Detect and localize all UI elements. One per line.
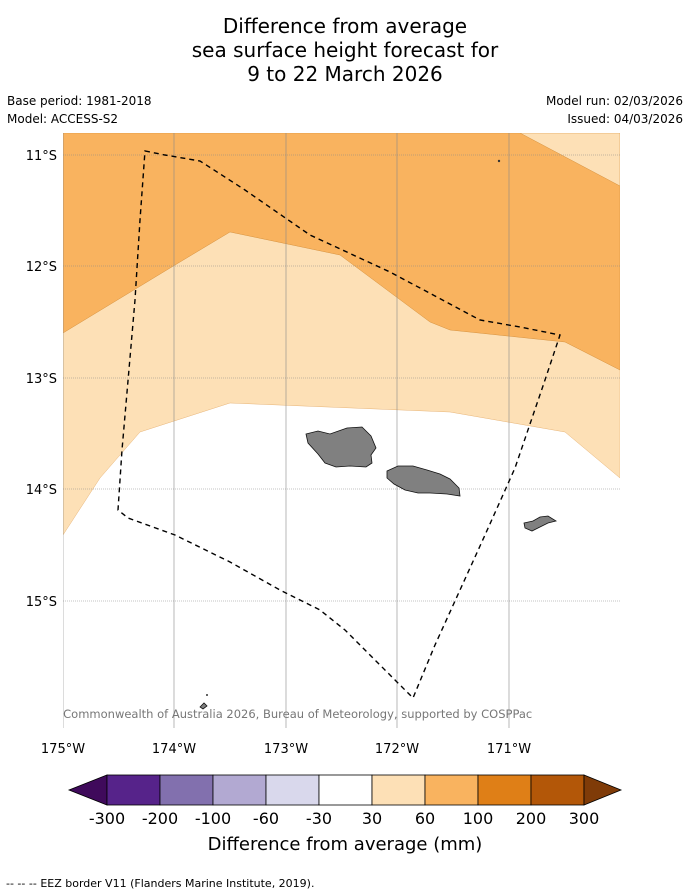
colorbar-tick: -60 <box>253 809 279 828</box>
colorbar-swatch <box>106 774 161 806</box>
colorbar-swatch <box>318 774 373 806</box>
eez-legend-line: -- -- -- <box>6 877 37 890</box>
colorbar-tick: -100 <box>195 809 231 828</box>
colorbar-extend-low <box>67 774 108 806</box>
colorbar-label: Difference from average (mm) <box>208 834 483 855</box>
samoa-islands <box>199 426 558 710</box>
colorbar-swatch <box>477 774 532 806</box>
swains-island <box>497 159 501 163</box>
eez-legend-label: EEZ border V11 (Flanders Marine Institut… <box>40 877 315 890</box>
colorbar-extend-high <box>583 774 623 806</box>
colorbar-tick: 300 <box>569 809 600 828</box>
lat-label: 12°S <box>26 260 57 275</box>
colorbar-tick: 60 <box>415 809 435 828</box>
lat-label: 14°S <box>26 483 57 498</box>
colorbar-tick: 200 <box>516 809 547 828</box>
base-period: Base period: 1981-2018 <box>7 94 152 108</box>
lon-label: 172°W <box>375 742 419 757</box>
lat-label: 11°S <box>26 149 57 164</box>
colorbar-tick: -200 <box>142 809 178 828</box>
map-title: Difference from average sea surface heig… <box>0 14 690 86</box>
tutuila-island <box>523 515 558 532</box>
title-line-2: sea surface height forecast for <box>191 38 499 62</box>
lat-label: 15°S <box>26 595 57 610</box>
islet <box>206 694 208 696</box>
colorbar-swatch <box>212 774 267 806</box>
colorbar-tick: -30 <box>306 809 332 828</box>
anomaly-band-30-60-corner <box>519 133 620 187</box>
sea-level-map: © Commonwealth of Australia 2026, Bureau… <box>26 133 623 855</box>
lon-label: 175°W <box>41 742 85 757</box>
colorbar-swatch <box>265 774 320 806</box>
lon-label: 174°W <box>152 742 196 757</box>
title-line-1: Difference from average <box>222 14 468 38</box>
title-line-3: 9 to 22 March 2026 <box>247 62 443 86</box>
savaii-island <box>305 426 377 468</box>
eez-border <box>117 150 561 700</box>
latitude-labels: 11°S 12°S 13°S 14°S 15°S <box>26 149 57 610</box>
graticule <box>63 133 620 728</box>
model-name: Model: ACCESS-S2 <box>7 112 119 126</box>
colorbar-swatch <box>371 774 426 806</box>
colorbar-swatch <box>424 774 479 806</box>
lat-label: 13°S <box>26 372 57 387</box>
colorbar-swatch <box>159 774 214 806</box>
longitude-labels: 175°W 174°W 173°W 172°W 171°W <box>41 742 531 757</box>
eez-legend: -- -- -- EEZ border V11 (Flanders Marine… <box>6 877 314 890</box>
model-run: Model run: 02/03/2026 <box>545 94 683 108</box>
colorbar-swatch <box>530 774 585 806</box>
colorbar-tick: 30 <box>362 809 382 828</box>
lon-label: 173°W <box>264 742 308 757</box>
colorbar-tick: 100 <box>463 809 494 828</box>
lon-label: 171°W <box>487 742 531 757</box>
copyright: © Commonwealth of Australia 2026, Bureau… <box>48 707 532 721</box>
map-panel: © Commonwealth of Australia 2026, Bureau… <box>48 133 620 728</box>
small-island <box>199 702 208 710</box>
colorbar <box>67 774 623 806</box>
colorbar-tick: -300 <box>89 809 125 828</box>
anomaly-band-60-100 <box>63 133 620 371</box>
upolu-island <box>386 465 461 497</box>
colorbar-ticks: -300 -200 -100 -60 -30 30 60 100 200 300 <box>89 809 599 828</box>
issued-date: Issued: 04/03/2026 <box>567 112 683 126</box>
